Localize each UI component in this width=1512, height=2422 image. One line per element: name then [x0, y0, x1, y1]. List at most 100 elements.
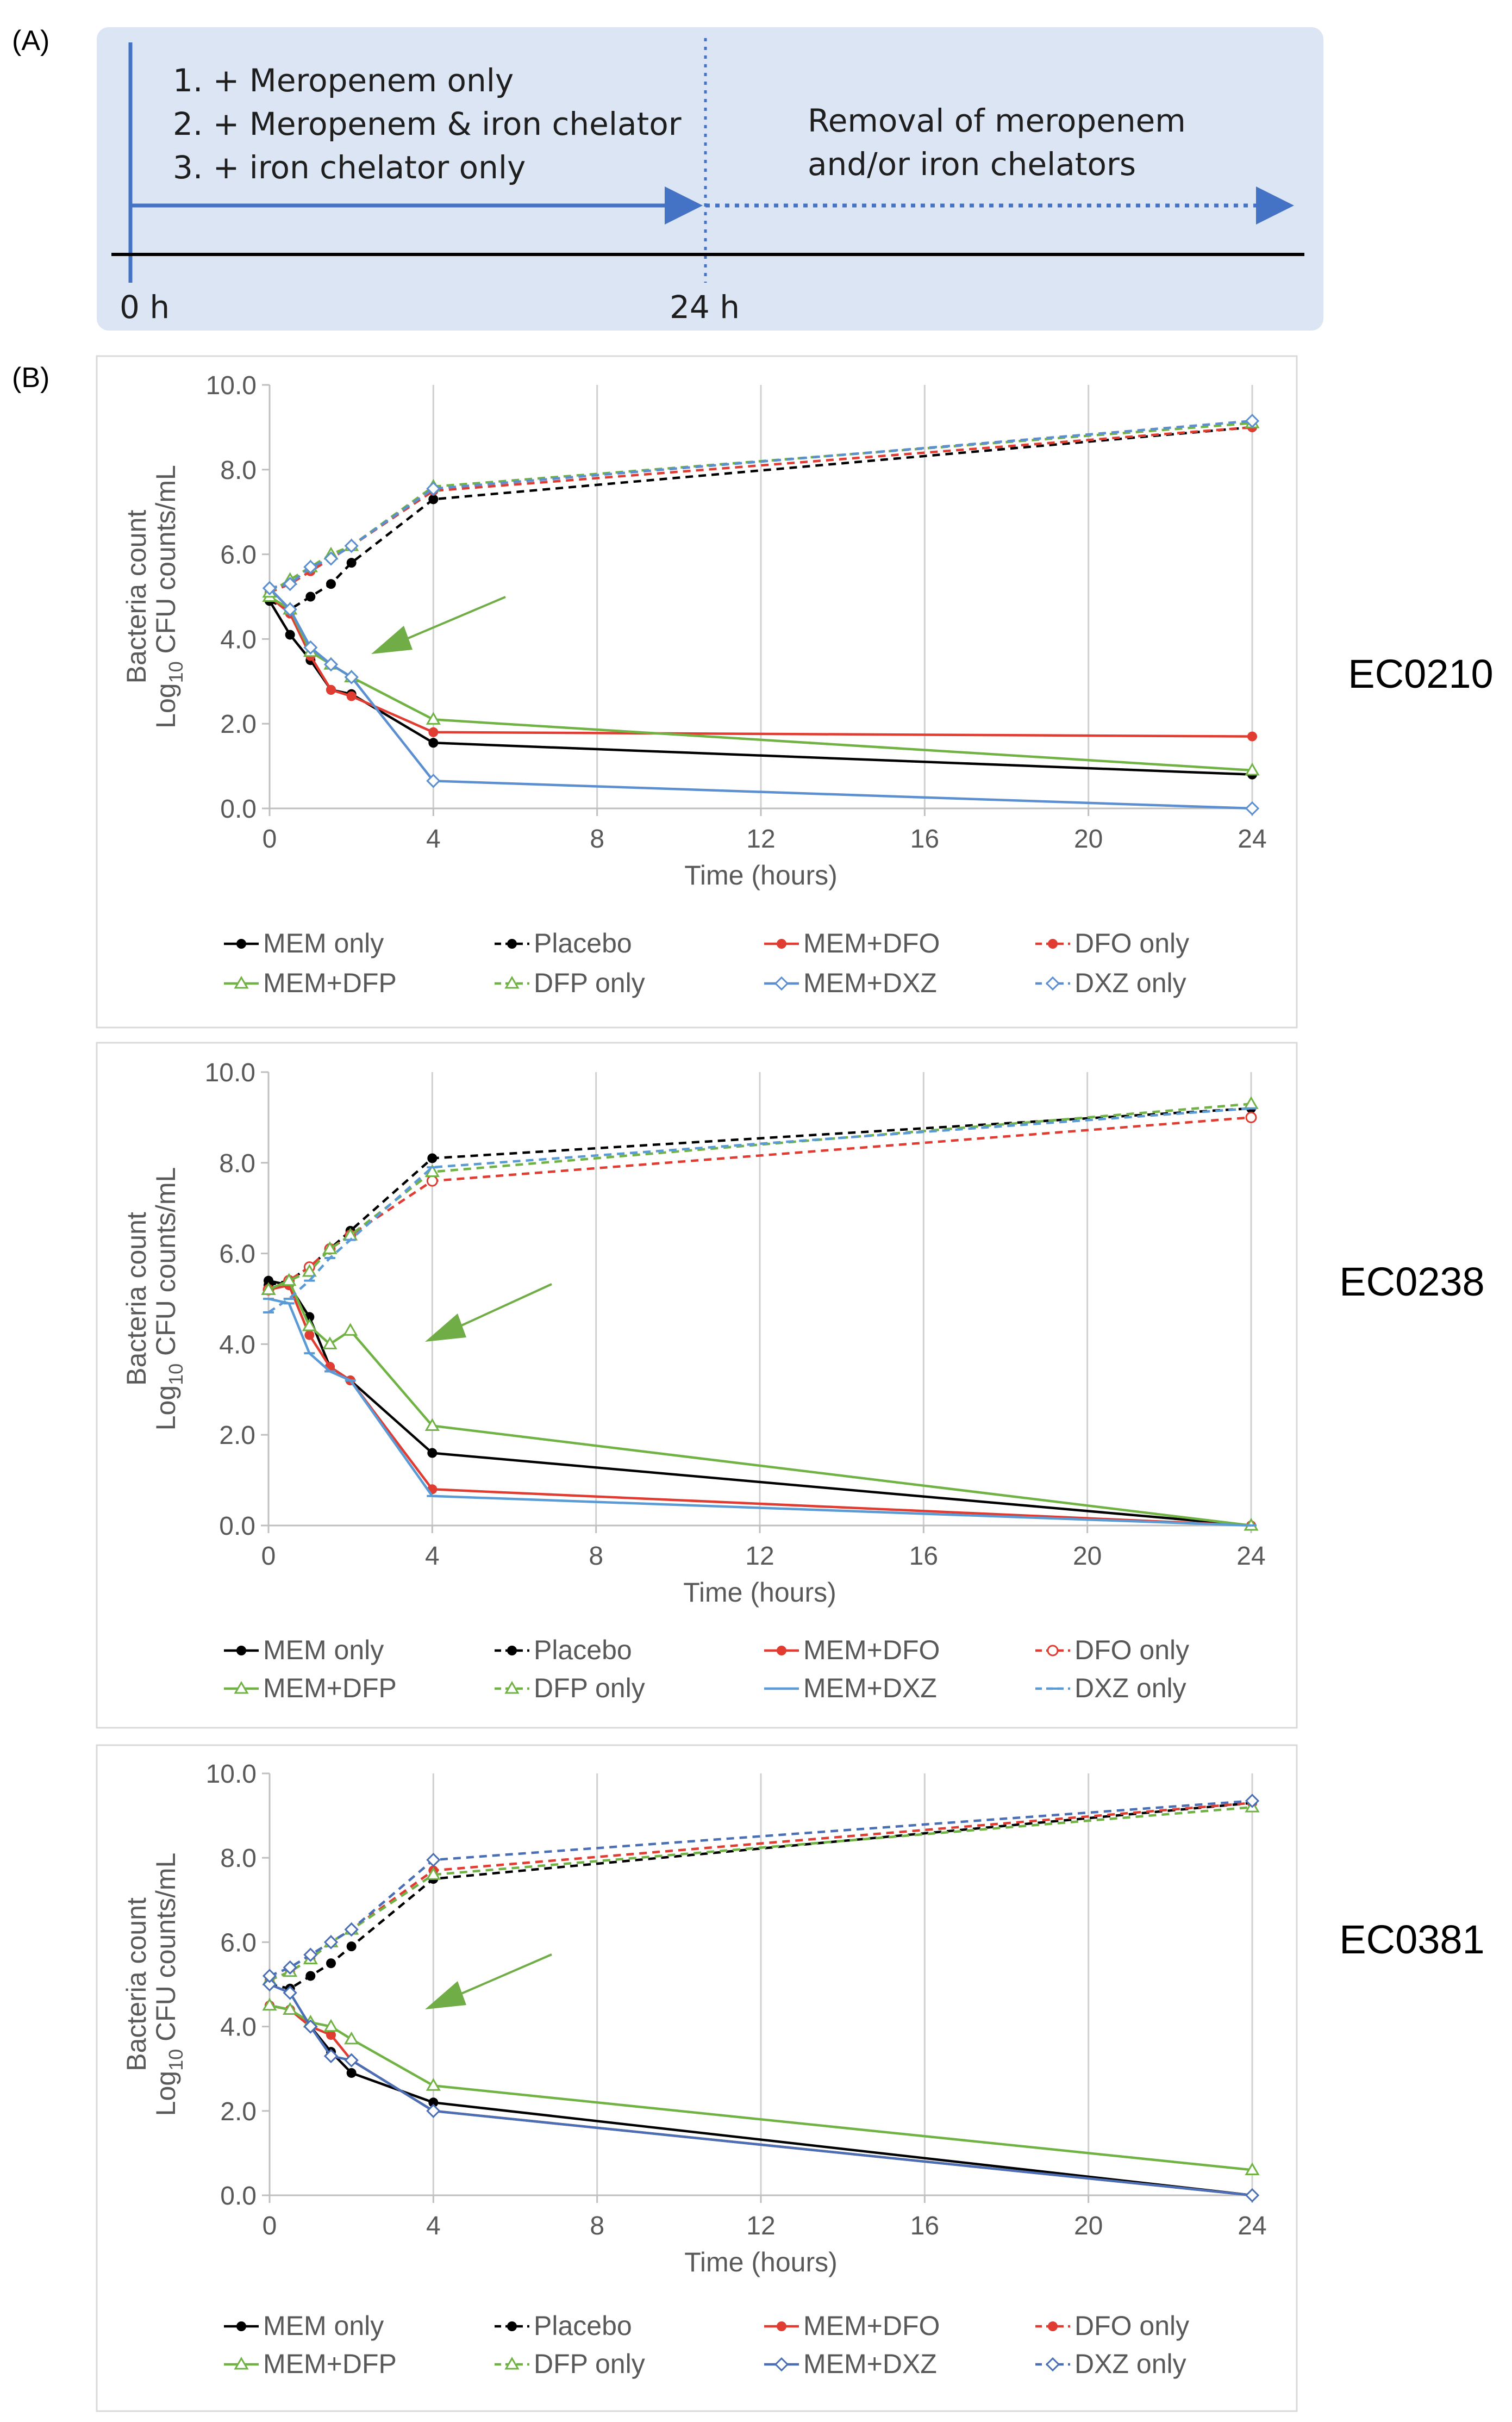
data-point	[426, 2103, 441, 2118]
x-tick-label: 12	[746, 825, 775, 854]
data-point	[1245, 1794, 1260, 1808]
y-tick-label: 0.0	[219, 1512, 255, 1541]
y-tick-label: 10.0	[206, 1760, 257, 1789]
y-tick-label: 2.0	[220, 2097, 257, 2126]
strain-label: EC0381	[1339, 1917, 1484, 1962]
x-tick-label: 12	[745, 1542, 774, 1571]
data-point	[305, 592, 316, 602]
legend-label: DFP only	[534, 1673, 645, 1703]
data-point	[302, 1263, 317, 1277]
data-point	[303, 1947, 318, 1962]
data-point	[1245, 2188, 1260, 2203]
strain-label: EC0238	[1339, 1259, 1484, 1304]
y-title-log: Log	[151, 1385, 181, 1430]
removal-text-line-1: Removal of meropenem	[808, 102, 1186, 139]
x-tick-label: 8	[589, 1542, 603, 1571]
y-title-units: CFU counts/mL	[151, 1853, 181, 2049]
legend-label: MEM+DXZ	[803, 968, 937, 998]
annotation-arrow-head	[425, 1313, 466, 1342]
data-point	[326, 2030, 336, 2040]
y-tick-label: 4.0	[220, 2013, 257, 2042]
legend-label: MEM+DFP	[263, 2349, 397, 2379]
data-point	[426, 1175, 438, 1187]
legend-label: DFO only	[1074, 928, 1189, 958]
x-tick-label: 20	[1074, 2212, 1103, 2240]
step-2-text: 2. + Meropenem & iron chelator	[173, 105, 682, 142]
y-tick-label: 8.0	[220, 1844, 257, 1873]
data-point	[1245, 414, 1260, 428]
data-point	[346, 1941, 357, 1952]
legend-marker	[234, 1681, 249, 1694]
strain-label: EC0210	[1348, 651, 1493, 696]
legend-label: DXZ only	[1074, 968, 1186, 998]
data-point	[283, 1960, 297, 1975]
x-axis-title: Time (hours)	[684, 860, 838, 891]
y-axis-title-line-2: Log10 CFU counts/mL	[151, 1167, 187, 1431]
legend-label: DFO only	[1074, 2311, 1189, 2341]
data-point	[427, 1153, 438, 1163]
legend-marker	[777, 939, 786, 949]
legend-label: MEM only	[263, 1635, 384, 1665]
data-point	[326, 1958, 336, 1969]
data-point	[303, 640, 318, 655]
legend-marker	[236, 1646, 246, 1655]
data-point	[343, 1323, 358, 1336]
legend-label: MEM+DXZ	[803, 1673, 937, 1703]
legend-label: Placebo	[534, 928, 632, 958]
data-point	[424, 1418, 440, 1431]
panel-a-label: (A)	[12, 25, 49, 57]
time-start-label: 0 h	[120, 289, 170, 326]
y-axis-title-line-1: Bacteria count	[121, 1212, 152, 1386]
legend-label: DXZ only	[1074, 2349, 1186, 2379]
y-title-units: CFU counts/mL	[151, 465, 181, 661]
data-point	[426, 481, 441, 496]
data-point	[1245, 801, 1260, 816]
x-tick-label: 24	[1238, 825, 1266, 854]
legend-label: MEM+DFO	[803, 2311, 940, 2341]
legend-marker	[1045, 976, 1060, 991]
data-point	[262, 1977, 277, 1992]
data-point	[426, 712, 441, 725]
data-point	[426, 1867, 441, 1880]
y-tick-label: 4.0	[220, 625, 257, 654]
y-tick-label: 2.0	[219, 1421, 255, 1450]
panel-b-label: (B)	[12, 362, 49, 394]
chart-ec0381: 0.0 2.0 4.0 6.0 8.0 10.0 0 4 8 12 16 20 24 Time (hour…	[96, 1744, 1485, 2412]
x-tick-label: 16	[910, 825, 939, 854]
legend-label: MEM only	[263, 928, 384, 958]
data-point	[428, 2097, 439, 2108]
x-tick-label: 20	[1073, 1542, 1102, 1571]
data-point	[344, 2053, 359, 2068]
legend-marker	[1048, 939, 1058, 949]
chart-ec0210: 0.0 2.0 4.0 6.0 8.0 10.0 0 4 8 12 16 20 24 Time (hour…	[96, 355, 1494, 1029]
legend-marker	[507, 939, 517, 949]
step-3-text: 3. + iron chelator only	[173, 149, 526, 186]
x-tick-label: 16	[910, 2212, 939, 2240]
legend-marker	[774, 976, 789, 991]
step-1-text: 1. + Meropenem only	[173, 62, 514, 99]
legend-marker	[504, 1681, 520, 1694]
data-point	[428, 727, 439, 737]
data-point	[344, 1922, 359, 1937]
x-tick-label: 8	[590, 2212, 604, 2240]
x-tick-label: 4	[425, 1542, 440, 1571]
y-axis-title-line-2: Log10 CFU counts/mL	[151, 465, 187, 729]
y-tick-label: 0.0	[220, 2182, 257, 2211]
chart-frame	[96, 1744, 1298, 2412]
chart-ec0238: 0.0 2.0 4.0 6.0 8.0 10.0 0 4 8 12 16 20 24 Time (hour…	[96, 1042, 1485, 1729]
y-title-log: Log	[151, 683, 181, 728]
data-point	[285, 630, 295, 640]
data-point	[322, 1241, 338, 1254]
data-point	[323, 657, 339, 672]
y-title-subscript: 10	[165, 1363, 187, 1385]
data-point	[262, 581, 277, 596]
y-tick-label: 8.0	[220, 456, 257, 485]
data-point	[303, 2019, 318, 2034]
x-axis-title: Time (hours)	[683, 1577, 836, 1608]
y-title-subscript: 10	[165, 661, 187, 683]
legend-label: MEM only	[263, 2311, 384, 2341]
y-tick-label: 6.0	[219, 1240, 255, 1269]
x-tick-label: 0	[263, 825, 277, 854]
y-tick-label: 6.0	[220, 541, 257, 570]
y-tick-label: 8.0	[219, 1149, 255, 1178]
